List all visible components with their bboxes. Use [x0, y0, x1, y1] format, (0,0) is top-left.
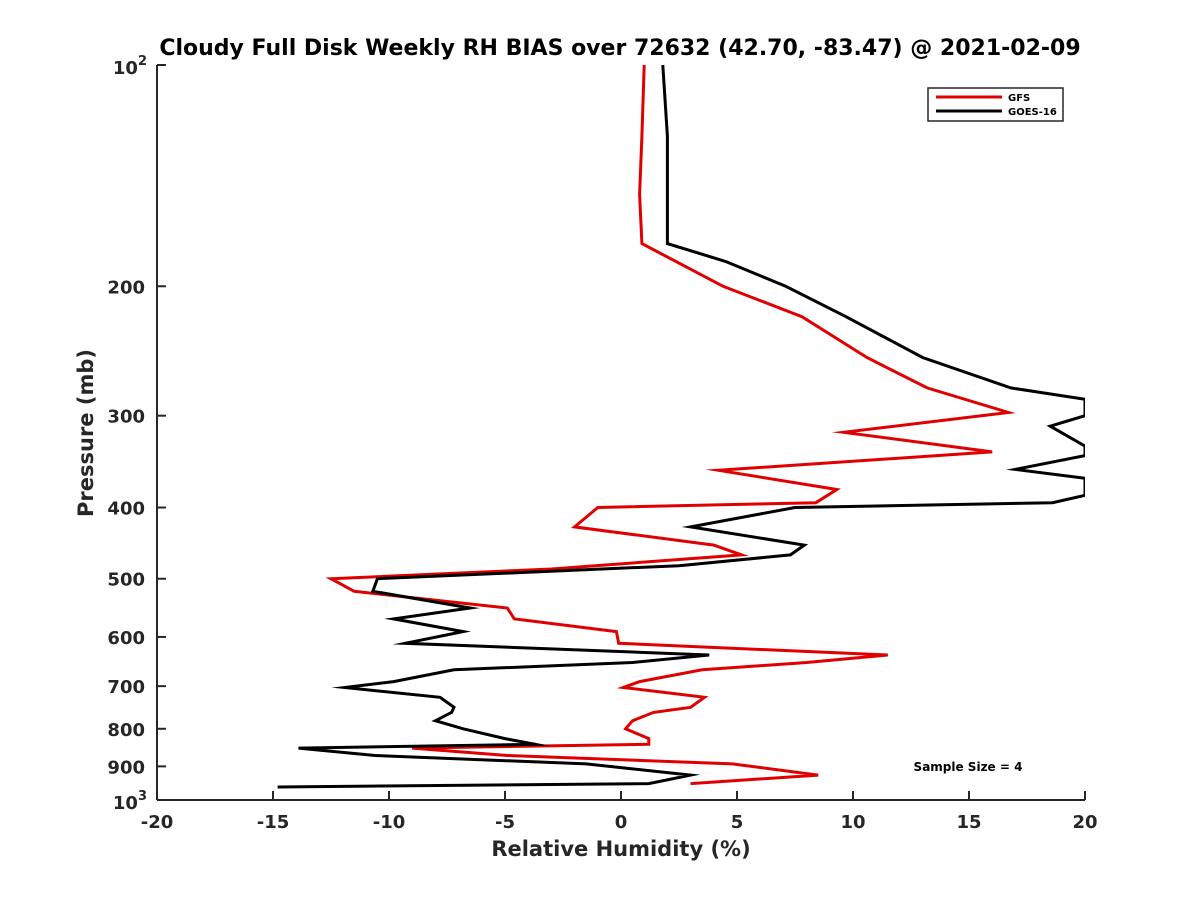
x-tick-label: 5: [731, 812, 744, 833]
series-line-gfs: [325, 64, 1016, 786]
x-tick-label: -10: [373, 812, 406, 833]
y-tick-label-power: 103: [113, 789, 147, 814]
legend-entry-label: GFS: [1008, 93, 1030, 104]
y-tick-label: 200: [107, 277, 145, 298]
series-layer: [277, 64, 1085, 789]
series-line-goes-16: [277, 64, 1085, 789]
y-tick-label: 500: [107, 570, 145, 591]
y-axis-label: Pressure (mb): [74, 349, 98, 517]
y-tick-label: 600: [107, 628, 145, 649]
x-axis-label: Relative Humidity (%): [491, 837, 750, 861]
y-tick-label-power-base: 10: [113, 793, 138, 814]
y-tick-label-power: 102: [113, 54, 147, 79]
y-tick-label: 300: [107, 407, 145, 428]
legend-box: [927, 87, 1064, 122]
x-tick-label: 0: [615, 812, 628, 833]
y-tick-label: 900: [107, 757, 145, 778]
sample-size-annotation: Sample Size = 4: [914, 760, 1023, 774]
chart-title: Cloudy Full Disk Weekly RH BIAS over 726…: [159, 36, 1080, 61]
legend: GFS GOES-16: [927, 87, 1064, 122]
axes-layer: -20 -15 -10 -5 0 5 10 15 20 200 300 400 500 600 700 800…: [107, 54, 1097, 833]
x-tick-label: -15: [257, 812, 290, 833]
x-tick-label: 20: [1072, 812, 1097, 833]
y-tick-label-power-exponent: 3: [138, 789, 147, 804]
x-tick-label: -20: [141, 812, 174, 833]
y-tick-label: 800: [107, 720, 145, 741]
legend-entry-label: GOES-16: [1008, 107, 1057, 118]
y-tick-label: 700: [107, 677, 145, 698]
x-tick-label: 10: [840, 812, 865, 833]
y-tick-label-power-base: 10: [113, 58, 138, 79]
x-tick-label: -5: [495, 812, 515, 833]
y-tick-label-power-exponent: 2: [138, 54, 147, 69]
y-tick-label: 400: [107, 499, 145, 520]
x-tick-label: 15: [956, 812, 981, 833]
